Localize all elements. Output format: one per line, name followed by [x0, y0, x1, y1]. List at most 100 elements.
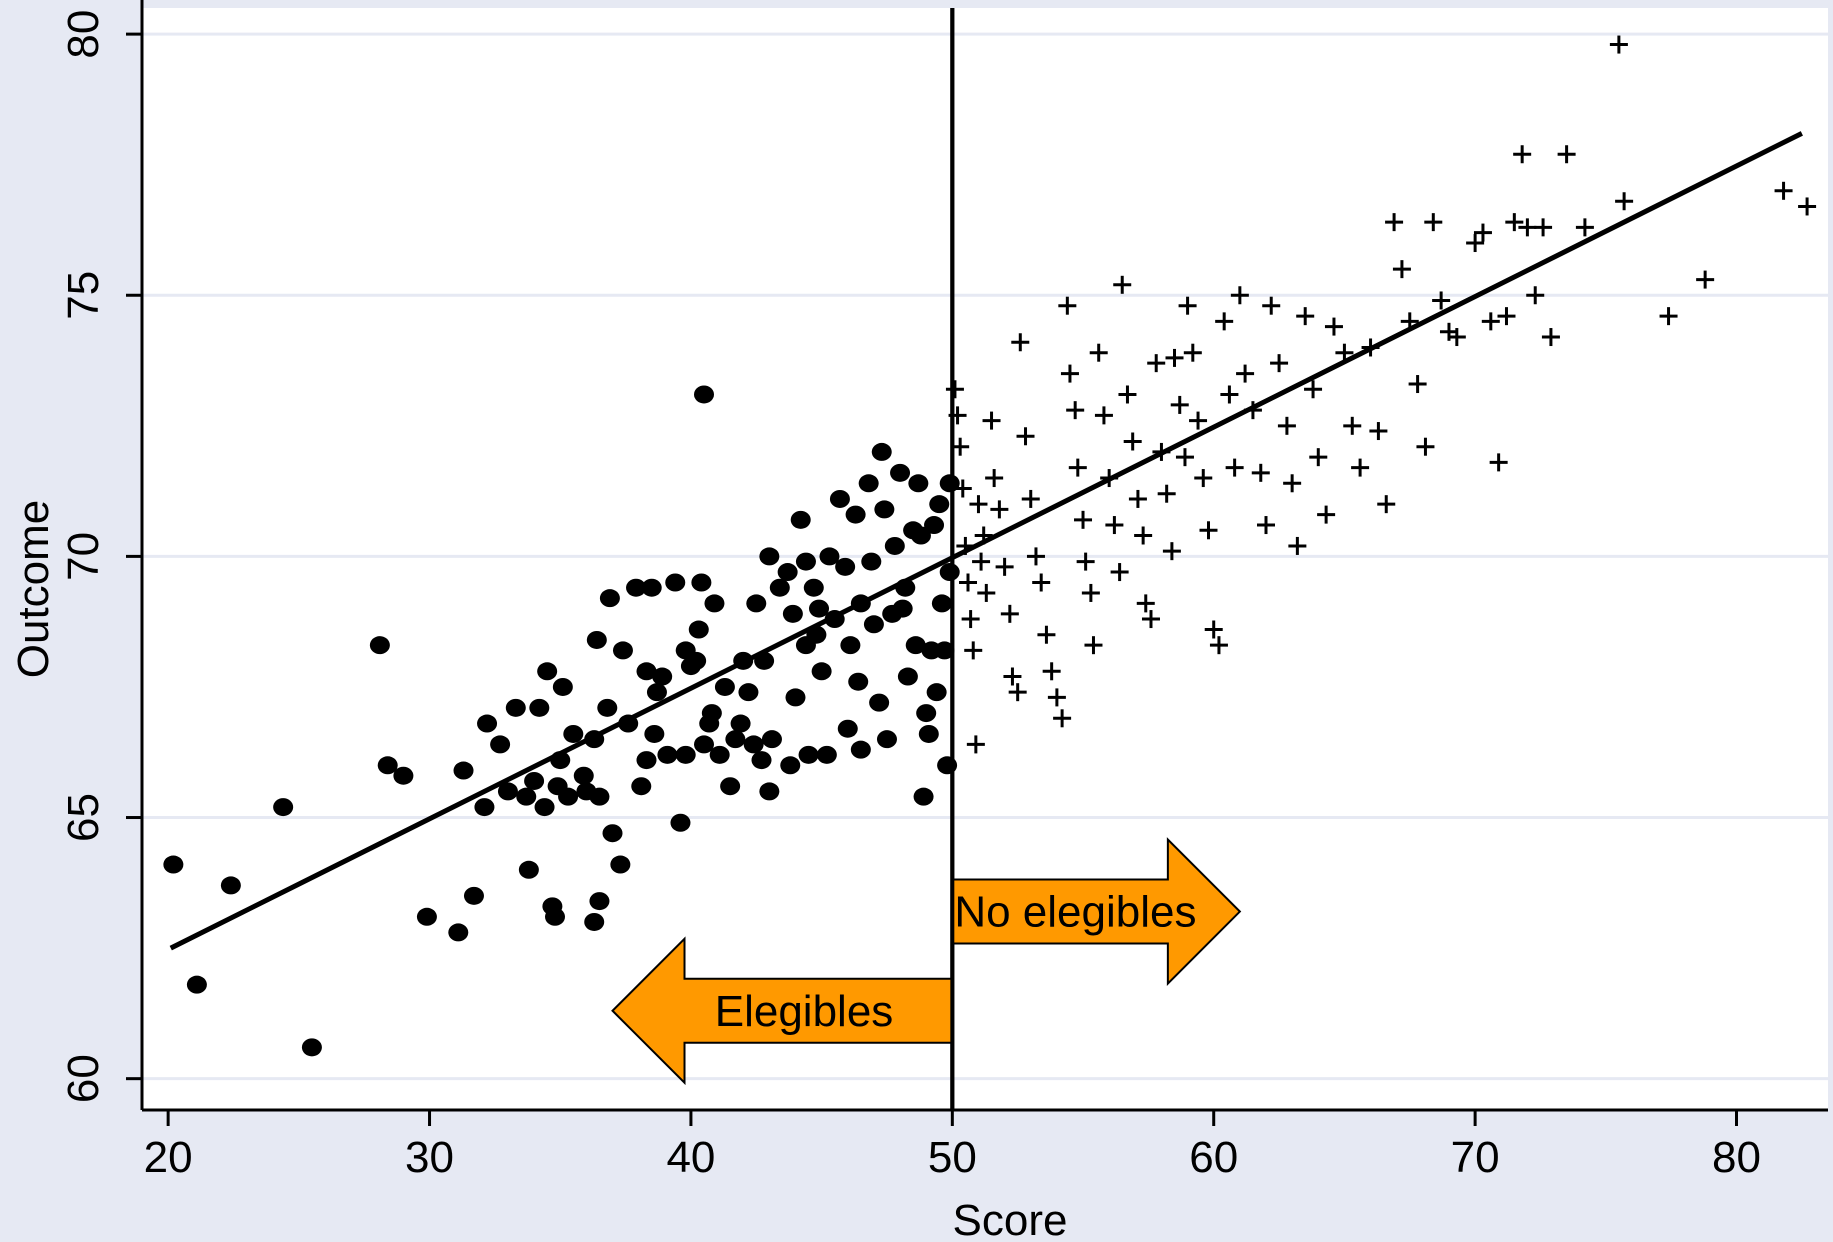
arrow-label-1: No elegibles — [954, 888, 1196, 937]
point-circle-5 — [369, 636, 390, 655]
point-plus-59 — [1194, 469, 1213, 488]
point-plus-24 — [1032, 573, 1051, 592]
point-plus-22 — [1021, 489, 1040, 508]
point-plus-91 — [1416, 437, 1435, 456]
x-tick-label-60: 60 — [1189, 1133, 1238, 1182]
point-plus-101 — [1505, 213, 1524, 232]
point-circle-11 — [463, 886, 484, 905]
plot-area — [142, 8, 1828, 1110]
point-plus-58 — [1189, 411, 1208, 430]
point-circle-39 — [602, 824, 623, 843]
point-circle-80 — [777, 563, 798, 582]
point-circle-73 — [746, 594, 767, 613]
point-circle-58 — [688, 620, 709, 639]
point-circle-131 — [939, 563, 960, 582]
point-plus-113 — [1774, 181, 1793, 200]
point-plus-80 — [1324, 317, 1343, 336]
x-tick-label-20: 20 — [144, 1133, 193, 1182]
point-circle-77 — [759, 782, 780, 801]
point-circle-37 — [597, 698, 618, 717]
point-plus-63 — [1215, 312, 1234, 331]
point-plus-109 — [1609, 35, 1628, 54]
point-circle-3 — [273, 798, 294, 817]
point-plus-108 — [1575, 218, 1594, 237]
point-plus-65 — [1225, 458, 1244, 477]
point-circle-100 — [848, 672, 869, 691]
point-circle-10 — [453, 761, 474, 780]
point-plus-42 — [1113, 275, 1132, 294]
point-circle-28 — [558, 787, 579, 806]
point-circle-45 — [636, 751, 657, 770]
point-circle-41 — [612, 641, 633, 660]
point-plus-47 — [1136, 594, 1155, 613]
point-circle-91 — [811, 662, 832, 681]
point-circle-21 — [534, 798, 555, 817]
point-plus-37 — [1089, 343, 1108, 362]
point-circle-6 — [377, 756, 398, 775]
point-plus-44 — [1123, 432, 1142, 451]
point-plus-48 — [1141, 610, 1160, 629]
point-circle-63 — [701, 704, 722, 723]
point-plus-57 — [1183, 343, 1202, 362]
point-plus-74 — [1283, 474, 1302, 493]
point-plus-31 — [1066, 401, 1085, 420]
point-plus-111 — [1659, 307, 1678, 326]
point-circle-49 — [646, 683, 667, 702]
point-plus-67 — [1236, 364, 1255, 383]
point-circle-95 — [829, 489, 850, 508]
point-circle-35 — [589, 892, 610, 911]
point-circle-18 — [518, 860, 539, 879]
arrow-left — [611, 936, 954, 1086]
point-circle-72 — [743, 735, 764, 754]
point-plus-5 — [959, 573, 978, 592]
point-plus-112 — [1696, 270, 1715, 289]
point-circle-14 — [490, 735, 511, 754]
point-circle-85 — [795, 552, 816, 571]
y-tick-label-80: 80 — [59, 10, 108, 59]
point-circle-105 — [863, 615, 884, 634]
point-plus-14 — [985, 469, 1004, 488]
point-circle-69 — [730, 714, 751, 733]
y-tick-label-75: 75 — [59, 271, 108, 320]
point-plus-95 — [1447, 328, 1466, 347]
point-plus-16 — [995, 557, 1014, 576]
point-circle-120 — [913, 787, 934, 806]
point-plus-38 — [1094, 406, 1113, 425]
point-circle-17 — [516, 787, 537, 806]
point-circle-107 — [871, 442, 892, 461]
y-tick-label-65: 65 — [59, 793, 108, 842]
point-circle-46 — [636, 662, 657, 681]
point-circle-16 — [505, 698, 526, 717]
point-circle-112 — [890, 463, 911, 482]
point-plus-105 — [1534, 218, 1553, 237]
point-circle-66 — [714, 677, 735, 696]
point-circle-29 — [563, 724, 584, 743]
x-tick-label-70: 70 — [1451, 1133, 1500, 1182]
point-circle-1 — [186, 975, 207, 994]
gridlines — [142, 32, 1828, 1081]
arrow-label-0: Elegibles — [715, 987, 894, 1036]
point-plus-25 — [1037, 625, 1056, 644]
point-circle-106 — [869, 693, 890, 712]
point-plus-52 — [1162, 542, 1181, 561]
point-circle-40 — [610, 855, 631, 874]
point-circle-68 — [725, 730, 746, 749]
point-plus-30 — [1060, 364, 1079, 383]
y-tick-label-60: 60 — [59, 1054, 108, 1103]
point-circle-57 — [686, 651, 707, 670]
point-plus-56 — [1178, 296, 1197, 315]
point-plus-98 — [1481, 312, 1500, 331]
point-plus-72 — [1270, 354, 1289, 373]
point-circle-60 — [694, 385, 714, 404]
point-circle-33 — [584, 912, 605, 931]
point-plus-49 — [1147, 354, 1166, 373]
x-tick-label-50: 50 — [928, 1133, 977, 1182]
point-plus-61 — [1204, 620, 1223, 639]
point-circle-22 — [537, 662, 558, 681]
point-circle-104 — [861, 552, 882, 571]
point-plus-9 — [969, 495, 988, 514]
point-circle-38 — [599, 589, 620, 608]
point-plus-23 — [1026, 547, 1045, 566]
point-circle-92 — [816, 745, 837, 764]
point-plus-0 — [945, 380, 964, 399]
